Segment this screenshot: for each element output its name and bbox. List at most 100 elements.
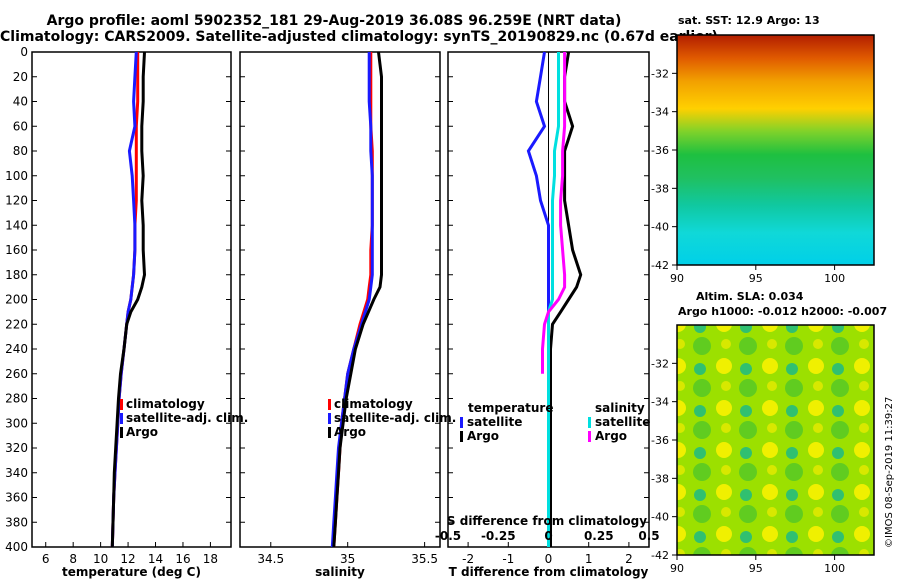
depth-tick-label: 140 <box>5 218 28 232</box>
legend-salinity-item: Argo <box>595 429 627 443</box>
legend-swatch <box>460 417 463 428</box>
sla-map-subtitle: Argo h1000: -0.012 h2000: -0.007 <box>678 305 888 318</box>
x-tick-label: 12 <box>120 552 135 566</box>
s-diff-tick-label: 0.25 <box>584 529 614 543</box>
depth-tick-label: 120 <box>5 194 28 208</box>
sst-map-title: sat. SST: 12.9 Argo: 13 <box>678 14 820 27</box>
x-tick-label: 35.5 <box>411 552 438 566</box>
legend-label-satellite: satellite-adj. clim. <box>334 411 456 425</box>
legend-swatch <box>588 417 591 428</box>
depth-tick-label: 180 <box>5 268 28 282</box>
depth-tick-label: 380 <box>5 515 28 529</box>
x-axis-label: T difference from climatology <box>449 565 649 579</box>
salinity-plot: 34.5 35 35.5 salinity climatologysatellite-a… <box>240 51 456 579</box>
depth-tick-label: 200 <box>5 293 28 307</box>
map-lon-label: 90 <box>670 562 684 575</box>
profile-line-argo <box>332 51 383 548</box>
map-lat-label: -40 <box>651 511 669 524</box>
x-tick-label: 18 <box>203 552 218 566</box>
map-lat-label: -42 <box>651 549 669 562</box>
profile-line-satellite <box>110 51 138 548</box>
difference-line <box>541 52 567 374</box>
depth-tick-label: 160 <box>5 243 28 257</box>
depth-tick-label: 220 <box>5 317 28 331</box>
depth-tick-label: 0 <box>20 45 28 59</box>
x-tick-label: 14 <box>148 552 163 566</box>
map-lon-label: 90 <box>670 272 684 285</box>
legend-swatch-argo <box>328 427 331 438</box>
map-lat-label: -32 <box>651 357 669 370</box>
x-axis-label: temperature (deg C) <box>62 565 201 579</box>
depth-tick-label: 260 <box>5 367 28 381</box>
x-tick-label: 2 <box>625 552 633 566</box>
imos-timestamp: ©IMOS 08-Sep-2019 11:39:27 <box>884 396 895 548</box>
map-lat-label: -32 <box>651 67 669 80</box>
depth-axis: 0 20 40 60 80 100 120 140 160 180 200 220 240 260 280 3… <box>5 45 28 554</box>
x-tick-label: -1 <box>502 552 514 566</box>
depth-tick-label: 100 <box>5 169 28 183</box>
figure-title-line-1: Argo profile: aoml 5902352_181 29-Aug-20… <box>46 13 622 29</box>
legend-swatch <box>460 431 463 442</box>
depth-tick-label: 20 <box>13 70 28 84</box>
difference-line <box>526 51 550 547</box>
legend-label-climatology: climatology <box>126 397 205 411</box>
difference-plot: -2 -1 0 1 2T difference from climatology -0.5… <box>435 51 660 579</box>
sla-map-image <box>677 325 874 555</box>
legend-temperature-header: temperature <box>468 401 553 415</box>
legend-swatch-satellite <box>328 413 331 424</box>
sla-map-title: Altim. SLA: 0.034 <box>696 290 804 303</box>
legend-label-satellite: satellite-adj. clim. <box>126 411 248 425</box>
depth-tick-label: 400 <box>5 540 28 554</box>
depth-tick-label: 320 <box>5 441 28 455</box>
legend-swatch-argo <box>120 427 123 438</box>
difference-line <box>547 52 560 547</box>
map-lat-label: -40 <box>651 221 669 234</box>
s-diff-tick-label: 0.5 <box>638 529 659 543</box>
map-lon-label: 95 <box>749 272 763 285</box>
depth-tick-label: 300 <box>5 416 28 430</box>
map-lat-label: -38 <box>651 472 669 485</box>
map-lon-label: 100 <box>824 562 845 575</box>
legend-temperature-item: satellite <box>467 415 522 429</box>
s-diff-tick-label: -0.25 <box>481 529 516 543</box>
x-tick-label: 6 <box>42 552 50 566</box>
legend-salinity-header: salinity <box>595 401 645 415</box>
legend-swatch-climatology <box>328 399 331 410</box>
x-tick-label: 16 <box>175 552 190 566</box>
legend-salinity-item: satellite <box>595 415 650 429</box>
x-tick-label: -2 <box>462 552 474 566</box>
depth-tick-label: 240 <box>5 342 28 356</box>
x-axis-label: salinity <box>315 565 365 579</box>
legend-temperature-item: Argo <box>467 429 499 443</box>
x-tick-label: 10 <box>93 552 108 566</box>
depth-tick-label: 360 <box>5 491 28 505</box>
x-tick-label: 34.5 <box>257 552 284 566</box>
map-lon-label: 95 <box>749 562 763 575</box>
depth-tick-label: 40 <box>13 95 28 109</box>
legend-label-argo: Argo <box>334 425 366 439</box>
map-lat-label: -36 <box>651 434 669 447</box>
x-tick-label: 1 <box>585 552 593 566</box>
legend-swatch-satellite <box>120 413 123 424</box>
s-diff-axis-label: S difference from climatology <box>447 514 647 528</box>
x-tick-label: 8 <box>69 552 77 566</box>
x-tick-label: 0 <box>545 552 553 566</box>
map-lat-label: -34 <box>651 106 669 119</box>
profile-line-argo <box>110 51 147 548</box>
depth-tick-label: 60 <box>13 119 28 133</box>
legend-label-climatology: climatology <box>334 397 413 411</box>
legend-swatch <box>588 431 591 442</box>
legend-label-argo: Argo <box>126 425 158 439</box>
s-diff-tick-label: -0.5 <box>435 529 461 543</box>
s-diff-tick-label: 0 <box>544 529 552 543</box>
map-lat-label: -38 <box>651 182 669 195</box>
sst-map-image <box>677 35 874 265</box>
map-lat-label: -42 <box>651 259 669 272</box>
depth-tick-label: 340 <box>5 466 28 480</box>
figure-title-line-2: Climatology: CARS2009. Satellite-adjuste… <box>0 29 718 45</box>
profile-line-satellite <box>330 52 374 548</box>
x-tick-label: 35 <box>340 552 355 566</box>
